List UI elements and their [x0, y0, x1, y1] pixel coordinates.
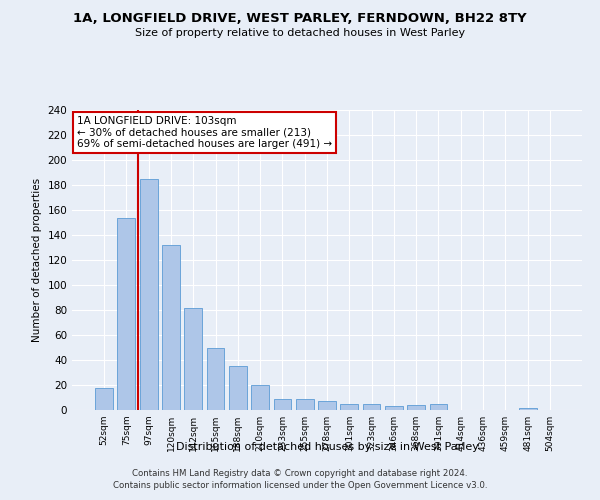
Bar [118, 218, 136, 410]
Text: 1A LONGFIELD DRIVE: 103sqm
← 30% of detached houses are smaller (213)
69% of sem: 1A LONGFIELD DRIVE: 103sqm ← 30% of deta… [77, 116, 332, 149]
Bar [162, 245, 180, 410]
Text: Contains HM Land Registry data © Crown copyright and database right 2024.: Contains HM Land Registry data © Crown c… [132, 468, 468, 477]
Bar [430, 404, 448, 410]
Bar [251, 385, 269, 410]
Y-axis label: Number of detached properties: Number of detached properties [32, 178, 42, 342]
Bar [518, 408, 536, 410]
Bar [274, 399, 292, 410]
Text: 1A, LONGFIELD DRIVE, WEST PARLEY, FERNDOWN, BH22 8TY: 1A, LONGFIELD DRIVE, WEST PARLEY, FERNDO… [73, 12, 527, 26]
Bar [385, 406, 403, 410]
Bar [407, 405, 425, 410]
Bar [296, 399, 314, 410]
Bar [340, 404, 358, 410]
Bar [206, 348, 224, 410]
Text: Contains public sector information licensed under the Open Government Licence v3: Contains public sector information licen… [113, 481, 487, 490]
Bar [184, 308, 202, 410]
Bar [95, 388, 113, 410]
Text: Distribution of detached houses by size in West Parley: Distribution of detached houses by size … [176, 442, 478, 452]
Bar [229, 366, 247, 410]
Bar [318, 401, 336, 410]
Bar [362, 404, 380, 410]
Bar [140, 179, 158, 410]
Text: Size of property relative to detached houses in West Parley: Size of property relative to detached ho… [135, 28, 465, 38]
